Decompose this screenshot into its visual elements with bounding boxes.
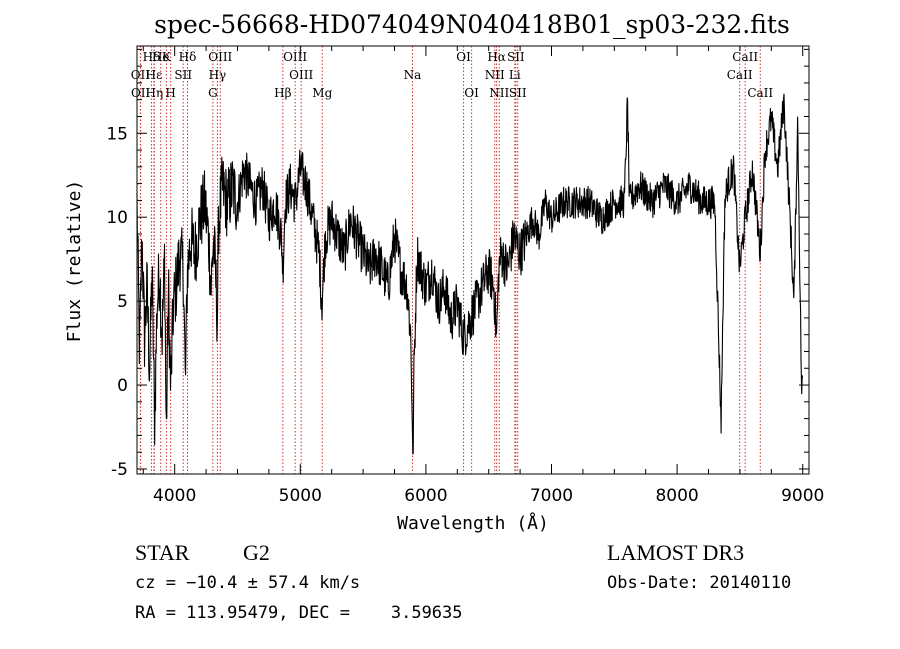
spectral-line-label: OIII	[283, 50, 307, 64]
spectral-line-label: CaII	[732, 50, 758, 64]
spectral-line-label: CaII	[747, 86, 773, 100]
spectral-line-label: Hβ	[274, 86, 291, 100]
x-tick-label: 6000	[404, 486, 447, 506]
x-tick-label: 9000	[781, 486, 824, 506]
spectral-line-label: CaII	[727, 68, 753, 82]
spectral-line-label: Hε	[146, 68, 163, 82]
spectral-line-label: K	[162, 50, 172, 64]
spectral-line-label: OIII	[289, 68, 313, 82]
object-class: STAR	[135, 540, 190, 565]
obs-date: Obs-Date: 20140110	[607, 573, 792, 593]
x-axis-ticks: 4000 5000 6000 7000 8000 9000	[142, 46, 824, 506]
spectral-line-label: OIII	[208, 50, 232, 64]
spectrum-chart: spec-56668-HD074049N040418B01_sp03-232.f…	[64, 10, 824, 534]
coordinates: RA = 113.95479, DEC = 3.59635	[135, 603, 463, 623]
spectral-line-label: He	[152, 50, 170, 64]
redshift-readout: cz = −10.4 ± 57.4 km/s	[135, 573, 361, 593]
spectral-line-label: SII	[509, 86, 527, 100]
reference-lines	[139, 46, 761, 474]
spectral-line-label: Hγ	[209, 68, 227, 82]
x-tick-label: 7000	[530, 486, 573, 506]
y-tick-label: 5	[117, 292, 128, 312]
spectral-line-label: Li	[509, 68, 521, 82]
spectral-line-label: OII	[131, 86, 151, 100]
x-tick-label: 8000	[655, 486, 698, 506]
spectral-line-label: SII	[507, 50, 525, 64]
x-tick-label: 5000	[279, 486, 322, 506]
spectral-line-label: Hδ	[179, 50, 197, 64]
y-axis-label: Flux (relative)	[64, 180, 85, 343]
spectral-line-label: H	[165, 86, 175, 100]
spectral-line-label: Mg	[312, 86, 332, 100]
y-tick-label: 0	[117, 376, 128, 396]
spectral-line-label: NII	[485, 68, 505, 82]
spectral-line-label: Na	[404, 68, 422, 82]
y-tick-label: 10	[106, 208, 128, 228]
spectral-line-label: OII	[131, 68, 151, 82]
y-tick-label: 15	[106, 124, 128, 144]
spectral-line-label: NII	[489, 86, 509, 100]
spectral-line-label: G	[208, 86, 218, 100]
spectral-line-label: OI	[456, 50, 471, 64]
plot-frame	[136, 45, 810, 475]
spectral-line-label: OI	[464, 86, 479, 100]
spectrum-line	[136, 93, 804, 455]
x-tick-label: 4000	[153, 486, 196, 506]
x-axis-label: Wavelength (Å)	[397, 512, 549, 534]
spectral-line-label: SII	[174, 68, 192, 82]
spectral-line-label: Hδ	[143, 50, 161, 64]
spectral-line-label: Hη	[146, 86, 164, 100]
survey-name: LAMOST DR3	[607, 540, 745, 565]
chart-title: spec-56668-HD074049N040418B01_sp03-232.f…	[154, 10, 790, 39]
object-subclass: G2	[243, 540, 270, 565]
y-axis-ticks: -5 0 5 10 15	[106, 48, 809, 480]
y-tick-label: -5	[111, 460, 128, 480]
spectral-line-label: Hα	[487, 50, 506, 64]
